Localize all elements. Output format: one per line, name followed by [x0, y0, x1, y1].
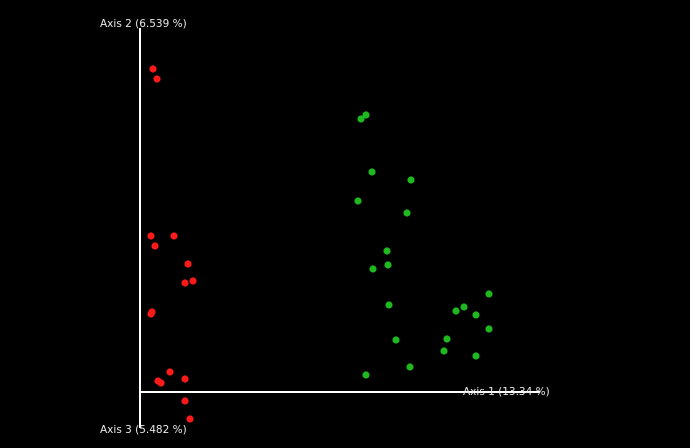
- point: [189, 277, 197, 285]
- point: [383, 247, 391, 255]
- point: [406, 363, 414, 371]
- point: [460, 303, 468, 311]
- point: [384, 261, 392, 269]
- point: [485, 290, 493, 298]
- x-axis-label: Axis 1 (13.34 %): [463, 386, 550, 398]
- point: [181, 397, 189, 405]
- point: [362, 371, 370, 379]
- point: [354, 197, 362, 205]
- point: [392, 336, 400, 344]
- y-axis-label: Axis 2 (6.539 %): [100, 18, 187, 30]
- point: [151, 242, 159, 250]
- point: [440, 347, 448, 355]
- point: [166, 368, 174, 376]
- point: [407, 176, 415, 184]
- point: [153, 75, 161, 83]
- point: [357, 115, 365, 123]
- point: [181, 279, 189, 287]
- point: [157, 379, 165, 387]
- point: [368, 168, 376, 176]
- point: [485, 325, 493, 333]
- point: [147, 232, 155, 240]
- point: [472, 311, 480, 319]
- point: [443, 335, 451, 343]
- point: [184, 260, 192, 268]
- point: [452, 307, 460, 315]
- point: [181, 375, 189, 383]
- point: [149, 65, 157, 73]
- point: [385, 301, 393, 309]
- point: [186, 415, 194, 423]
- point: [170, 232, 178, 240]
- point: [369, 265, 377, 273]
- z-axis-label: Axis 3 (5.482 %): [100, 424, 187, 436]
- point: [403, 209, 411, 217]
- point: [362, 111, 370, 119]
- point: [472, 352, 480, 360]
- point: [147, 310, 155, 318]
